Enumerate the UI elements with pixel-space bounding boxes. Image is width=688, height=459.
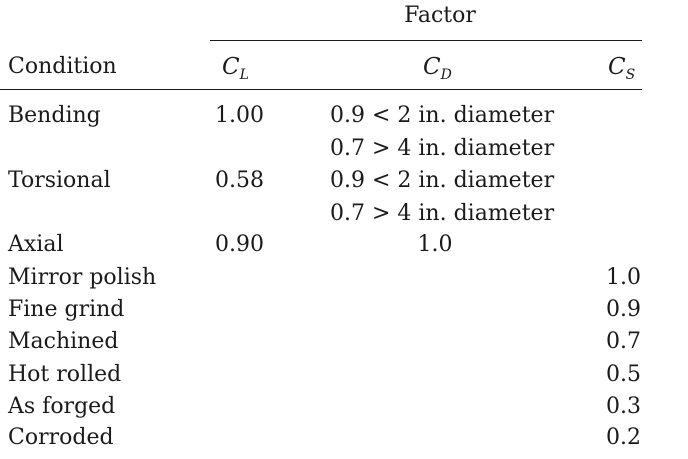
row-bending-cd-2: 0.7 > 4 in. diameter <box>330 136 555 161</box>
row-torsional-condition: Torsional <box>8 168 111 193</box>
cs-header: CS <box>608 54 636 83</box>
condition-header: Condition <box>8 54 117 79</box>
row-as-forged-condition: As forged <box>8 394 116 419</box>
row-fine-grind-cs: 0.9 <box>606 297 641 322</box>
row-mirror-polish-cs: 1.0 <box>606 265 641 290</box>
header-rule <box>0 89 642 90</box>
row-axial-cl: 0.90 <box>215 232 264 257</box>
cd-header: CD <box>423 54 452 83</box>
row-torsional-cl: 0.58 <box>215 168 264 193</box>
row-hot-rolled-condition: Hot rolled <box>8 362 122 387</box>
row-hot-rolled-cs: 0.5 <box>606 362 641 387</box>
cl-symbol: C <box>222 54 240 80</box>
cd-subscript: D <box>440 67 452 83</box>
cd-symbol: C <box>423 54 441 80</box>
row-as-forged-cs: 0.3 <box>606 394 641 419</box>
factor-group-rule <box>210 40 642 41</box>
cl-header: CL <box>222 54 249 83</box>
row-torsional-cd-2: 0.7 > 4 in. diameter <box>330 201 555 226</box>
row-bending-condition: Bending <box>8 103 101 128</box>
row-bending-cl: 1.00 <box>215 103 264 128</box>
row-mirror-polish-condition: Mirror polish <box>8 265 157 290</box>
row-fine-grind-condition: Fine grind <box>8 297 125 322</box>
row-machined-condition: Machined <box>8 329 119 354</box>
cs-symbol: C <box>608 54 626 80</box>
row-corroded-condition: Corroded <box>8 425 114 450</box>
row-machined-cs: 0.7 <box>606 329 641 354</box>
row-torsional-cd-1: 0.9 < 2 in. diameter <box>330 168 555 193</box>
row-axial-cd: 1.0 <box>417 232 453 257</box>
cl-subscript: L <box>239 67 249 83</box>
row-bending-cd-1: 0.9 < 2 in. diameter <box>330 103 555 128</box>
factor-group-title: Factor <box>404 3 476 28</box>
row-corroded-cs: 0.2 <box>606 425 641 450</box>
row-axial-condition: Axial <box>8 232 64 257</box>
cs-subscript: S <box>625 67 636 83</box>
